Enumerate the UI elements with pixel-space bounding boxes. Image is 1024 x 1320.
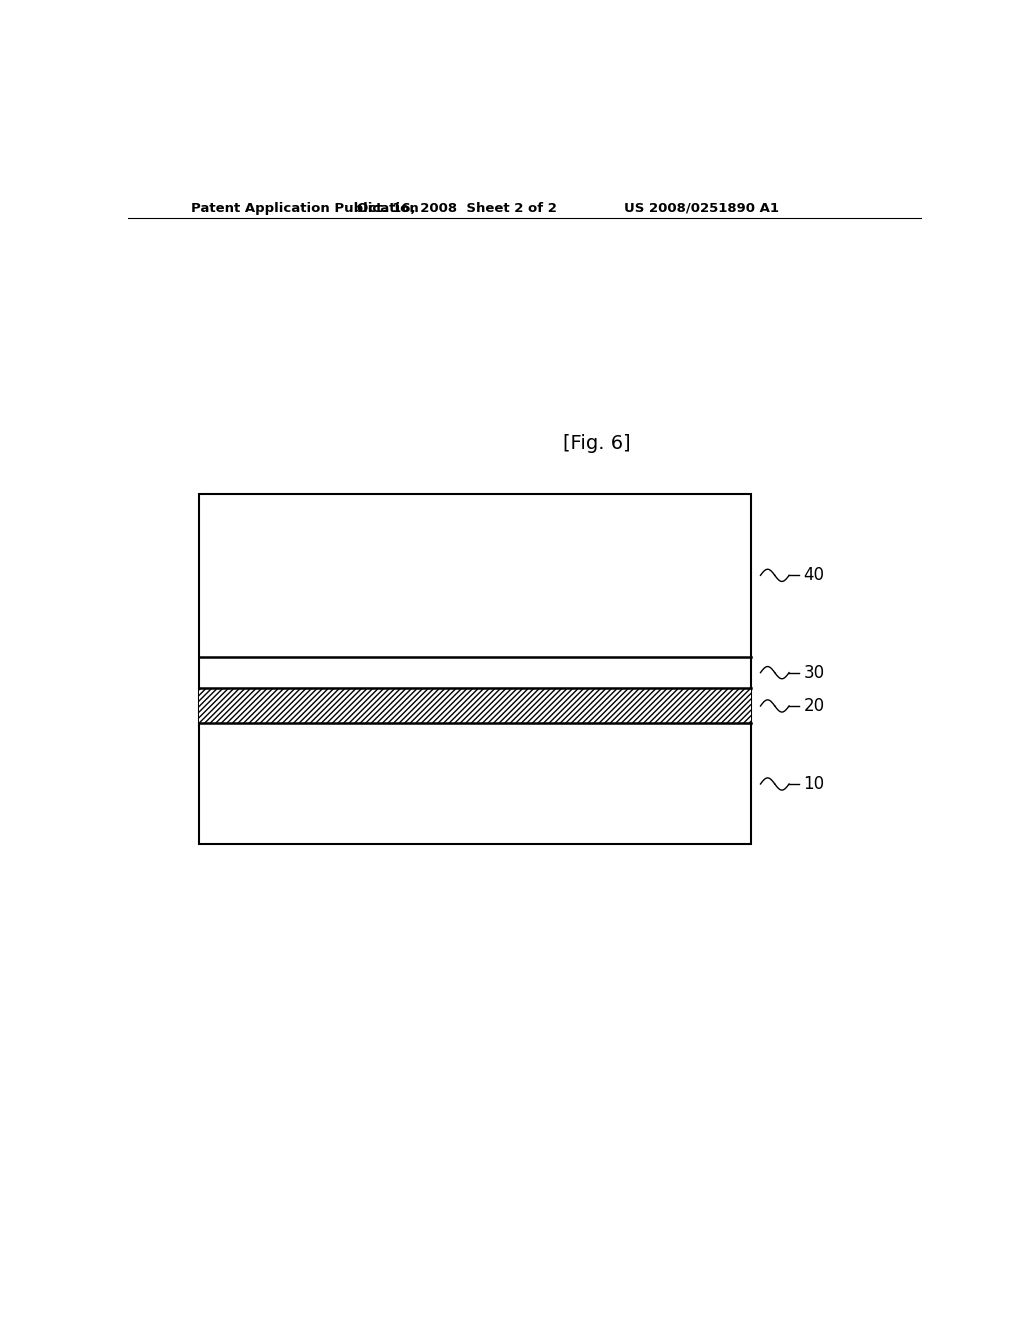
- Text: Oct. 16, 2008  Sheet 2 of 2: Oct. 16, 2008 Sheet 2 of 2: [357, 202, 557, 215]
- Bar: [200, 689, 751, 723]
- Text: 10: 10: [804, 775, 824, 793]
- Text: 20: 20: [804, 697, 824, 715]
- Text: [Fig. 6]: [Fig. 6]: [563, 434, 631, 453]
- Text: 30: 30: [804, 664, 824, 681]
- Bar: [200, 494, 751, 845]
- Text: 40: 40: [804, 566, 824, 585]
- Text: US 2008/0251890 A1: US 2008/0251890 A1: [624, 202, 778, 215]
- Text: Patent Application Publication: Patent Application Publication: [191, 202, 419, 215]
